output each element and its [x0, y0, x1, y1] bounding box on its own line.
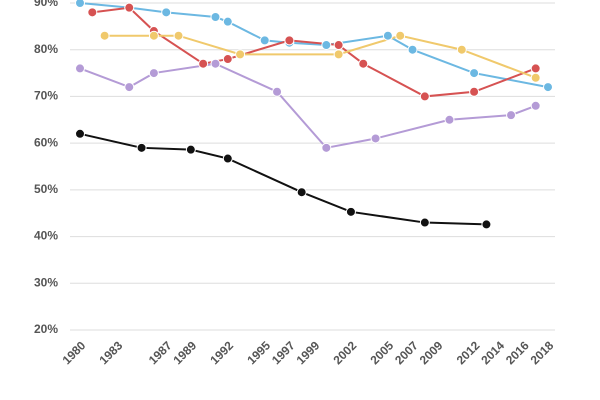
x-tick-label: 2009	[417, 338, 446, 367]
series-line	[79, 62, 537, 149]
data-point	[235, 49, 246, 60]
series-line	[79, 132, 487, 226]
data-point	[506, 110, 517, 121]
data-point	[395, 30, 406, 41]
data-point	[333, 49, 344, 60]
data-point	[222, 54, 233, 65]
x-tick-label: 2018	[528, 338, 557, 367]
x-tick-label: 2007	[392, 338, 421, 367]
y-tick-label: 80%	[34, 42, 58, 56]
y-tick-label: 60%	[34, 135, 58, 149]
data-point	[530, 72, 541, 83]
x-tick-label: 2012	[454, 338, 483, 367]
data-point	[345, 206, 356, 217]
data-point	[75, 63, 85, 74]
x-tick-label: 2005	[367, 338, 396, 367]
y-tick-label: 30%	[34, 275, 58, 289]
data-point	[99, 30, 110, 41]
data-point	[456, 44, 467, 55]
data-point	[530, 100, 541, 111]
data-point	[419, 217, 430, 228]
data-point	[259, 35, 270, 46]
y-tick-label: 90%	[34, 0, 58, 9]
data-point	[407, 44, 418, 55]
data-point	[198, 58, 209, 69]
x-tick-label: 1983	[97, 338, 126, 367]
x-tick-label: 2014	[478, 338, 507, 367]
series-line	[79, 2, 549, 89]
data-point	[210, 58, 221, 69]
data-point	[210, 12, 221, 23]
y-tick-label: 70%	[34, 89, 58, 103]
x-tick-label: 2002	[331, 338, 360, 367]
data-point	[148, 68, 159, 79]
data-point	[222, 153, 233, 164]
data-point	[173, 30, 184, 41]
data-point	[530, 63, 541, 74]
data-point	[148, 30, 159, 41]
x-tick-label: 1992	[207, 338, 236, 367]
y-tick-label: 20%	[34, 322, 58, 336]
data-point	[370, 133, 381, 144]
data-point	[419, 91, 430, 102]
data-point	[124, 2, 135, 13]
data-point	[321, 142, 332, 153]
data-point	[382, 30, 393, 41]
data-point	[136, 142, 147, 153]
data-point	[481, 219, 492, 230]
data-point	[124, 82, 135, 93]
y-tick-label: 50%	[34, 182, 58, 196]
data-point	[358, 58, 369, 69]
data-point	[222, 16, 233, 27]
data-point	[75, 0, 85, 8]
x-tick-label: 1989	[170, 338, 199, 367]
data-point	[333, 40, 344, 51]
x-tick-label: 1999	[294, 338, 323, 367]
data-point	[185, 144, 196, 155]
data-point	[284, 35, 295, 46]
x-tick-label: 1997	[269, 338, 298, 367]
data-point	[75, 128, 85, 139]
x-tick-label: 1995	[244, 338, 273, 367]
x-tick-label: 1980	[60, 338, 89, 367]
data-point	[469, 86, 480, 97]
x-tick-label: 1987	[146, 338, 175, 367]
data-point	[161, 7, 172, 18]
data-point	[543, 82, 553, 93]
data-point	[444, 114, 455, 125]
data-point	[321, 40, 332, 51]
y-tick-label: 40%	[34, 229, 58, 243]
data-point	[296, 187, 307, 198]
data-point	[87, 7, 98, 18]
x-tick-label: 2016	[503, 338, 532, 367]
data-point	[469, 68, 480, 79]
data-point	[272, 86, 283, 97]
